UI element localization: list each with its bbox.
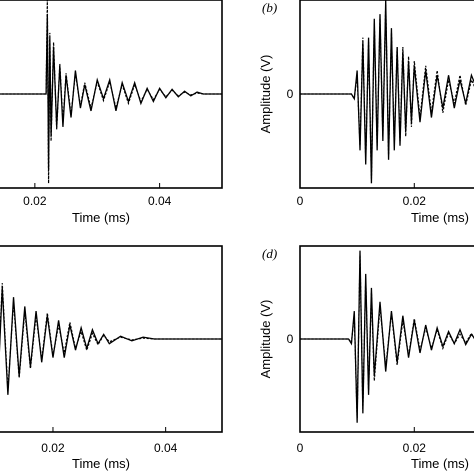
panel-3: 0 0.02 0 Time (ms) Amplitude (V) (d) <box>258 245 474 471</box>
x-tick-label: 0.02 <box>403 441 427 455</box>
y-axis-title: Amplitude (V) <box>258 300 273 379</box>
y-axis-title: Amplitude (V) <box>258 55 273 134</box>
x-axis-title: Time (ms) <box>411 210 469 225</box>
y-tick-label: 0 <box>287 332 294 346</box>
x-axis-title: Time (ms) <box>72 210 130 225</box>
x-tick-label: 0.02 <box>41 441 65 455</box>
trace-solid <box>0 287 222 395</box>
trace-dashed <box>300 4 474 179</box>
trace-solid <box>300 250 474 423</box>
trace-solid <box>0 14 222 170</box>
panel-tag: (d) <box>262 246 277 261</box>
panel-2: 0.02 0.04 Time (ms) <box>0 245 223 471</box>
x-axis-title: Time (ms) <box>72 456 130 471</box>
trace-dashed <box>0 283 222 391</box>
x-tick-label: 0.02 <box>23 194 47 208</box>
panel-0: 0.02 0.04 Time (ms) <box>0 0 223 225</box>
y-tick-label: 0 <box>287 87 294 101</box>
x-tick-label: 0.02 <box>403 194 427 208</box>
x-tick-label: 0 <box>297 441 304 455</box>
trace-dashed <box>300 255 474 419</box>
x-tick-label: 0 <box>297 194 304 208</box>
x-axis-title: Time (ms) <box>411 456 469 471</box>
trace-dashed <box>0 0 222 184</box>
x-tick-label: 0.04 <box>154 441 178 455</box>
x-tick-label: 0.04 <box>148 194 172 208</box>
panel-tag: (b) <box>262 0 277 15</box>
panel-1: 0 0.02 0 Time (ms) Amplitude (V) (b) <box>258 0 474 225</box>
